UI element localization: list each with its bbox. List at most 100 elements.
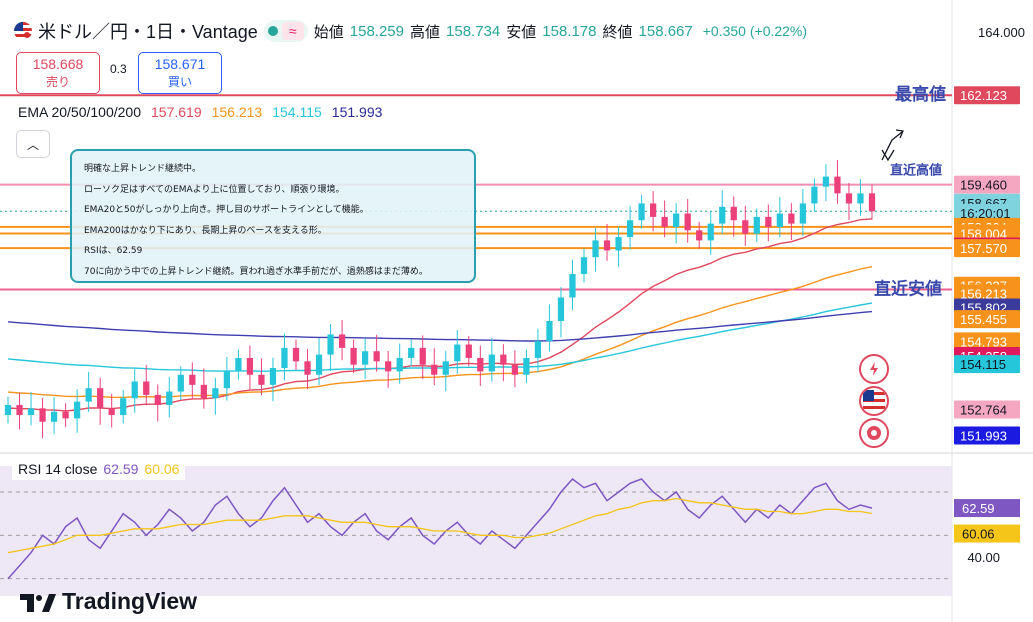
ema200-value: 151.993 <box>331 104 383 120</box>
annotation-label: 直近安値 <box>874 279 942 300</box>
analysis-note[interactable]: 明確な上昇トレンド継続中。 ローソク足はすべてのEMAより上に位置しており、順張… <box>70 149 476 283</box>
price-label: 162.123 <box>960 88 1007 103</box>
candle <box>212 388 219 399</box>
candle <box>776 213 783 227</box>
chevron-down-icon <box>881 149 895 162</box>
note-line: EMA20と50がしっかり上向き。押し目のサポートラインとして機能。 <box>84 205 369 215</box>
candle <box>131 381 138 399</box>
candle <box>154 394 161 405</box>
price-label-box <box>954 400 1020 419</box>
candle <box>719 206 726 224</box>
candle <box>523 357 530 375</box>
note-line: EMA200はかなり下にあり、長期上昇のベースを支える形。 <box>84 225 327 236</box>
candle <box>258 374 265 385</box>
buy-button[interactable]: 158.671 買い <box>138 52 222 94</box>
axis-tick-label: 164.000 <box>978 25 1025 40</box>
candle <box>730 206 737 221</box>
candle <box>557 297 565 322</box>
symbol-title[interactable]: 米ドル／円・1日・Vantage <box>38 22 258 42</box>
note-line: RSIは、62.59 <box>84 246 143 256</box>
candle <box>177 374 184 392</box>
candle <box>707 223 714 241</box>
candle <box>97 388 104 409</box>
market-status-pill[interactable]: ≈ <box>263 20 308 42</box>
candle <box>454 344 461 362</box>
candle <box>373 351 380 362</box>
sell-price: 158.668 <box>32 56 84 72</box>
candle <box>315 354 323 375</box>
candle <box>350 347 357 365</box>
us-flag-icon[interactable] <box>859 386 889 416</box>
candle <box>511 364 519 375</box>
candle <box>223 371 231 389</box>
candle <box>615 237 622 251</box>
price-label-box <box>954 175 1020 194</box>
price-label: 155.455 <box>960 312 1007 327</box>
events-icon[interactable] <box>859 418 889 448</box>
price-label-box <box>954 284 1020 303</box>
candle <box>465 344 472 358</box>
alert-icon[interactable] <box>859 354 889 384</box>
price-label-box <box>954 86 1020 105</box>
price-label-box <box>954 355 1020 374</box>
note-line: 明確な上昇トレンド継続中。 <box>84 164 202 174</box>
candle <box>235 357 242 372</box>
open-label: 始値 <box>313 23 344 41</box>
rsi-ma-axis-box <box>954 524 1020 543</box>
low-value: 158.178 <box>542 22 597 40</box>
candle <box>16 404 23 416</box>
price-label: 159.460 <box>960 178 1007 193</box>
candle <box>661 216 668 227</box>
candle <box>673 213 680 227</box>
price-label: 154.793 <box>960 334 1007 349</box>
candle <box>868 193 876 212</box>
sell-button[interactable]: 158.668 売り <box>16 52 100 94</box>
candle <box>39 408 46 422</box>
candle <box>788 213 795 224</box>
ema-label: EMA 20/50/100/200 <box>18 104 141 120</box>
rsi-legend[interactable]: RSI 14 close 62.59 60.06 <box>12 458 186 480</box>
usdjpy-flag-icon <box>14 22 32 40</box>
candle <box>592 240 599 258</box>
candle <box>246 357 254 375</box>
chevron-up-icon: ︿ <box>26 137 39 152</box>
candle <box>292 347 300 362</box>
candle <box>361 351 369 365</box>
tradingview-wordmark: TradingView <box>62 588 198 614</box>
collapse-legend-button[interactable]: ︿ <box>16 130 50 158</box>
tradingview-logo[interactable]: TradingView <box>20 588 197 615</box>
candle <box>189 374 196 385</box>
spread-value: 0.3 <box>110 62 127 76</box>
chart-header: 米ドル／円・1日・Vantage ≈ 始値 158.259 高値 158.734 安… <box>14 18 807 44</box>
arrow-head-icon <box>895 129 904 139</box>
rsi-value: 62.59 <box>103 461 139 477</box>
ema-legend[interactable]: EMA 20/50/100/200 157.619 156.213 154.11… <box>18 104 382 120</box>
buy-label: 買い <box>167 75 192 89</box>
ema50-value: 156.213 <box>211 104 263 120</box>
price-label-box <box>954 426 1020 445</box>
annotation-label: 直近高値 <box>890 163 942 179</box>
candle <box>431 364 438 375</box>
candle <box>50 411 58 422</box>
candle <box>408 347 415 358</box>
candle <box>569 273 576 298</box>
annotation-label: 最高値 <box>895 84 946 105</box>
candle <box>85 388 92 402</box>
rsi-background <box>0 466 952 596</box>
candle <box>834 176 841 194</box>
close-label: 終値 <box>602 23 633 41</box>
ema100-value: 154.115 <box>272 104 322 120</box>
price-label-box <box>954 310 1020 329</box>
candle <box>500 354 507 365</box>
candle <box>269 368 277 385</box>
candle <box>765 216 772 227</box>
price-label-box <box>954 332 1020 351</box>
candle <box>811 186 818 204</box>
candle <box>638 203 645 221</box>
candle <box>534 341 542 358</box>
rsi-axis-label: 62.59 <box>962 501 995 516</box>
candle <box>396 357 403 372</box>
candle <box>120 398 127 416</box>
candle <box>696 230 703 241</box>
